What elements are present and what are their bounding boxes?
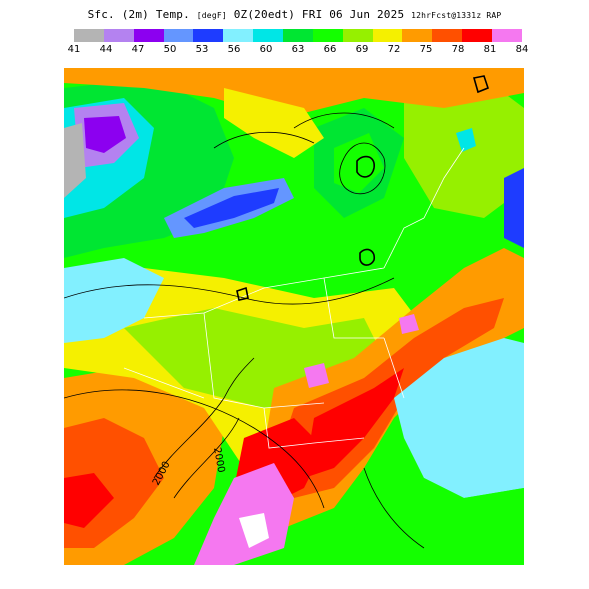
colorbar-swatch (74, 29, 104, 42)
colorbar-tick-label: 44 (99, 44, 113, 55)
colorbar-tick-label: 72 (387, 44, 401, 55)
map-title: Sfc. (2m) Temp. [degF] 0Z(20edt) FRI 06 … (0, 8, 589, 21)
temperature-map: 2000 2000 (64, 68, 524, 565)
contour-label: 2000 (211, 447, 226, 474)
colorbar-tick-label: 63 (291, 44, 305, 55)
colorbar-swatch (253, 29, 284, 42)
colorbar-tick-label: 66 (323, 44, 337, 55)
title-valid-time: 0Z(20edt) FRI 06 Jun 2025 (233, 8, 405, 21)
colorbar-tick-label: 84 (515, 44, 529, 55)
title-units: [degF] (196, 11, 227, 20)
colorbar-tick-label: 60 (259, 44, 273, 55)
colorbar-swatch (223, 29, 254, 42)
colorbar-tick-label: 41 (67, 44, 81, 55)
colorbar-swatch (492, 29, 522, 42)
colorbar-tick-label: 47 (131, 44, 145, 55)
colorbar-ticks: 41 44 47 50 53 56 60 63 66 69 72 75 78 81 84 (52, 44, 544, 58)
colorbar-tick-label: 56 (227, 44, 241, 55)
colorbar-swatch (432, 29, 463, 42)
colorbar-swatch (133, 29, 164, 42)
title-field: Sfc. (2m) Temp. (87, 8, 190, 21)
colorbar-tick-label: 50 (163, 44, 177, 55)
colorbar-swatch (462, 29, 493, 42)
colorbar-swatch (372, 29, 403, 42)
colorbar-tick-label: 69 (355, 44, 369, 55)
colorbar-swatch (312, 29, 343, 42)
temperature-colorbar (74, 29, 522, 42)
colorbar-tick-label: 75 (419, 44, 433, 55)
colorbar-swatch (402, 29, 433, 42)
colorbar-tick-label: 78 (451, 44, 465, 55)
colorbar-swatch (283, 29, 313, 42)
colorbar-tick-label: 81 (483, 44, 497, 55)
colorbar-swatch (342, 29, 373, 42)
colorbar-swatch (193, 29, 224, 42)
colorbar-tick-label: 53 (195, 44, 209, 55)
colorbar-swatch (103, 29, 134, 42)
title-forecast: 12hrFcst@1331z RAP (411, 11, 502, 20)
colorbar-swatch (163, 29, 194, 42)
